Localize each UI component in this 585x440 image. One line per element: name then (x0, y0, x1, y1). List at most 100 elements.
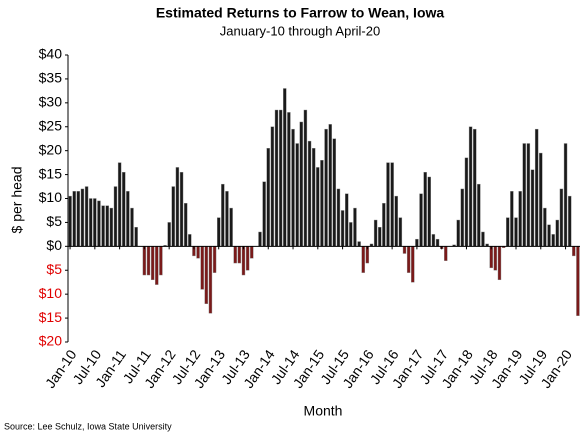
bar (406, 246, 411, 273)
bar (522, 143, 526, 247)
bar (76, 191, 81, 247)
bar (142, 246, 147, 276)
bar (402, 246, 407, 254)
bar (245, 246, 250, 271)
y-tick-label: $15 (39, 165, 63, 181)
bar (204, 246, 209, 304)
bar (221, 183, 225, 247)
bar (307, 140, 312, 247)
bar (80, 188, 85, 247)
bar (175, 167, 180, 247)
bar (398, 217, 403, 247)
bar (345, 193, 349, 247)
bar (382, 203, 386, 247)
bar (183, 203, 188, 247)
bar (526, 143, 531, 247)
bar (576, 246, 580, 316)
bar (349, 222, 353, 247)
bar (262, 181, 266, 247)
y-tick-label: $10 (39, 189, 63, 205)
bar (460, 188, 465, 247)
x-tick-label: Jan-10 (42, 346, 80, 390)
bar (101, 205, 105, 247)
bar (567, 195, 572, 247)
bar (117, 162, 122, 247)
bar (130, 207, 134, 247)
bar (373, 219, 378, 247)
bar (518, 191, 522, 247)
bar (229, 207, 233, 247)
y-axis-label: $ per head (9, 167, 25, 234)
bar (332, 138, 337, 247)
bar (196, 246, 200, 259)
bar (146, 246, 151, 276)
bar (93, 198, 97, 247)
bar (497, 246, 502, 281)
bar (225, 191, 229, 247)
bar (361, 246, 365, 273)
y-tick-label: $5 (46, 261, 62, 277)
bar (340, 210, 345, 247)
y-tick-label: $25 (39, 117, 63, 133)
bar (551, 234, 555, 247)
bar (539, 152, 543, 247)
bar (543, 207, 547, 247)
bar (572, 246, 576, 257)
bar (431, 234, 436, 247)
bar (212, 246, 217, 273)
bar (97, 200, 101, 247)
bar (534, 128, 539, 247)
bar (456, 219, 460, 247)
bar (258, 231, 262, 247)
bar (278, 109, 283, 247)
source: Source: Lee Schulz, Iowa State Universit… (4, 421, 172, 431)
bar (299, 121, 303, 247)
bar (506, 217, 510, 247)
bar (217, 217, 221, 247)
bar (159, 246, 163, 276)
bar (270, 126, 275, 247)
bar (237, 246, 242, 264)
y-tick-label: $20 (39, 333, 63, 349)
bar (122, 171, 126, 247)
bar (150, 246, 155, 281)
bar (510, 191, 514, 247)
bar (547, 224, 551, 247)
bar (126, 191, 130, 247)
bar (559, 188, 564, 247)
bar (311, 148, 316, 247)
chart-subtitle: January-10 through April-20 (220, 23, 380, 38)
bar (477, 183, 481, 247)
bar (353, 207, 357, 247)
bar (464, 157, 469, 247)
bar (179, 171, 184, 247)
bar (468, 126, 473, 247)
bar (89, 198, 93, 247)
x-axis-label: Month (304, 403, 343, 419)
bar (489, 246, 493, 269)
bar (188, 234, 192, 247)
bar (274, 109, 279, 247)
bar (155, 246, 159, 285)
bar (167, 222, 171, 247)
bar (411, 246, 415, 283)
chart-title: Estimated Returns to Farrow to Wean, Iow… (156, 5, 445, 21)
bar (493, 246, 498, 271)
bar (390, 162, 394, 247)
bar (241, 246, 246, 276)
y-tick-label: $30 (39, 94, 63, 110)
bar (72, 191, 76, 247)
bar (84, 186, 89, 247)
bar (291, 128, 295, 247)
bar (324, 128, 328, 247)
bar (386, 162, 390, 247)
y-tick-label: $20 (39, 141, 63, 157)
bar (171, 186, 175, 247)
bar (283, 88, 287, 247)
bar (105, 205, 109, 247)
y-tick-label: $40 (39, 46, 63, 62)
bar (419, 193, 423, 247)
bar (435, 238, 440, 247)
y-tick-label: $0 (46, 237, 62, 253)
